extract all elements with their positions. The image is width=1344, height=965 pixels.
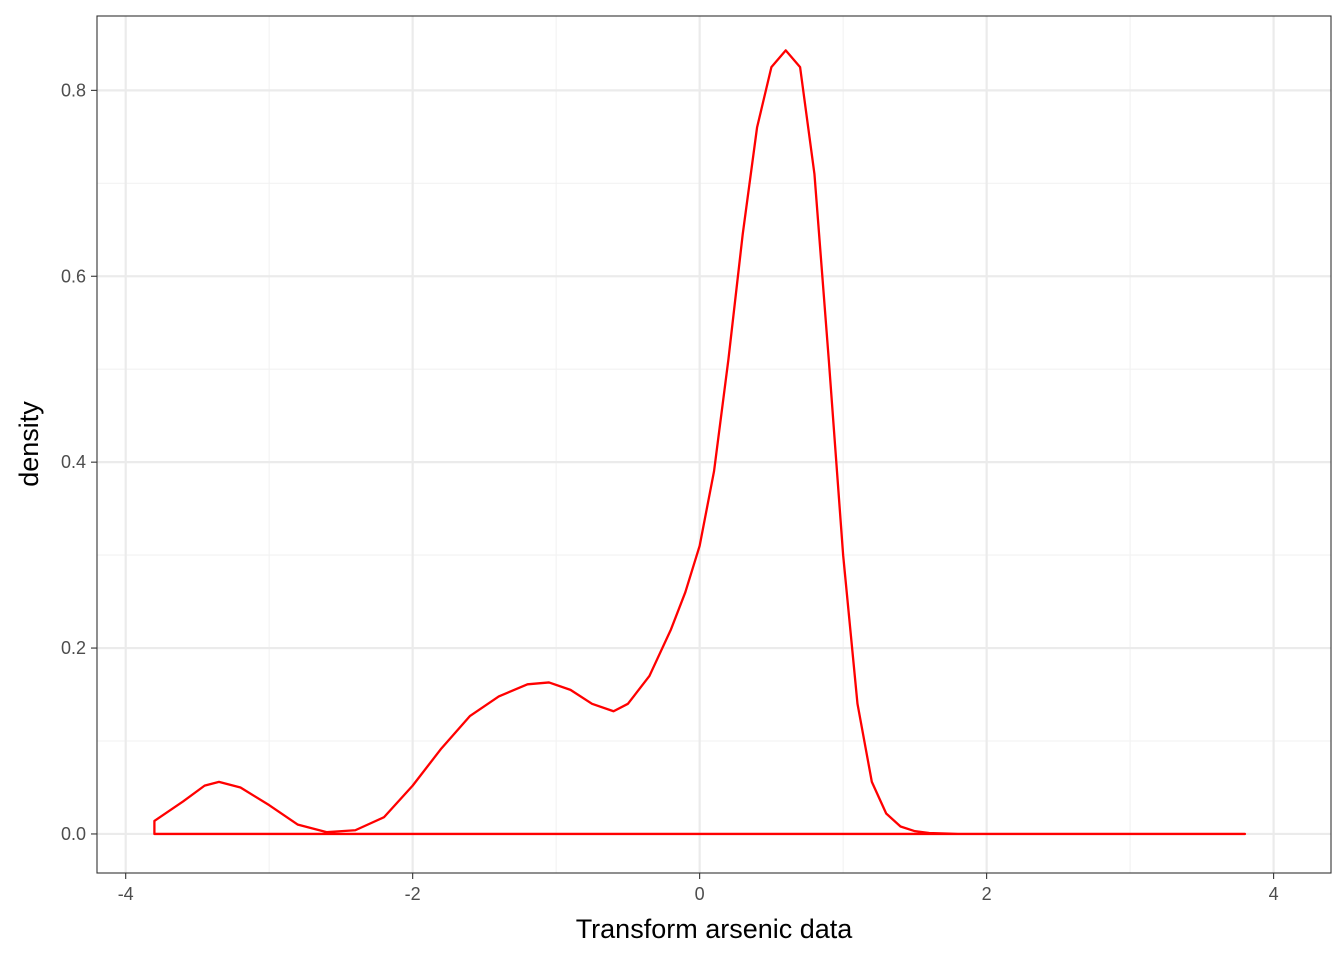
- density-curve: [153, 49, 1247, 836]
- y-tick-label: 0.6: [61, 266, 86, 286]
- y-tick-label: 0.8: [61, 80, 86, 100]
- x-axis: -4 -2 0 2 4: [118, 873, 1279, 904]
- panel-border: [96, 15, 1332, 874]
- y-axis: 0.0 0.2 0.4 0.6 0.8: [61, 80, 97, 844]
- x-tick-label: -4: [118, 884, 134, 904]
- y-tick-label: 0.4: [61, 452, 86, 472]
- x-tick-label: -2: [405, 884, 421, 904]
- panel-background: [97, 16, 1331, 873]
- x-axis-title: Transform arsenic data: [576, 914, 854, 944]
- y-tick-label: 0.2: [61, 638, 86, 658]
- x-tick-label: 2: [982, 884, 992, 904]
- y-axis-title: density: [14, 401, 44, 487]
- x-tick-label: 0: [695, 884, 705, 904]
- grid-minor: [97, 16, 1331, 873]
- series-layer: [153, 49, 1247, 836]
- y-tick-label: 0.0: [61, 824, 86, 844]
- x-tick-label: 4: [1269, 884, 1279, 904]
